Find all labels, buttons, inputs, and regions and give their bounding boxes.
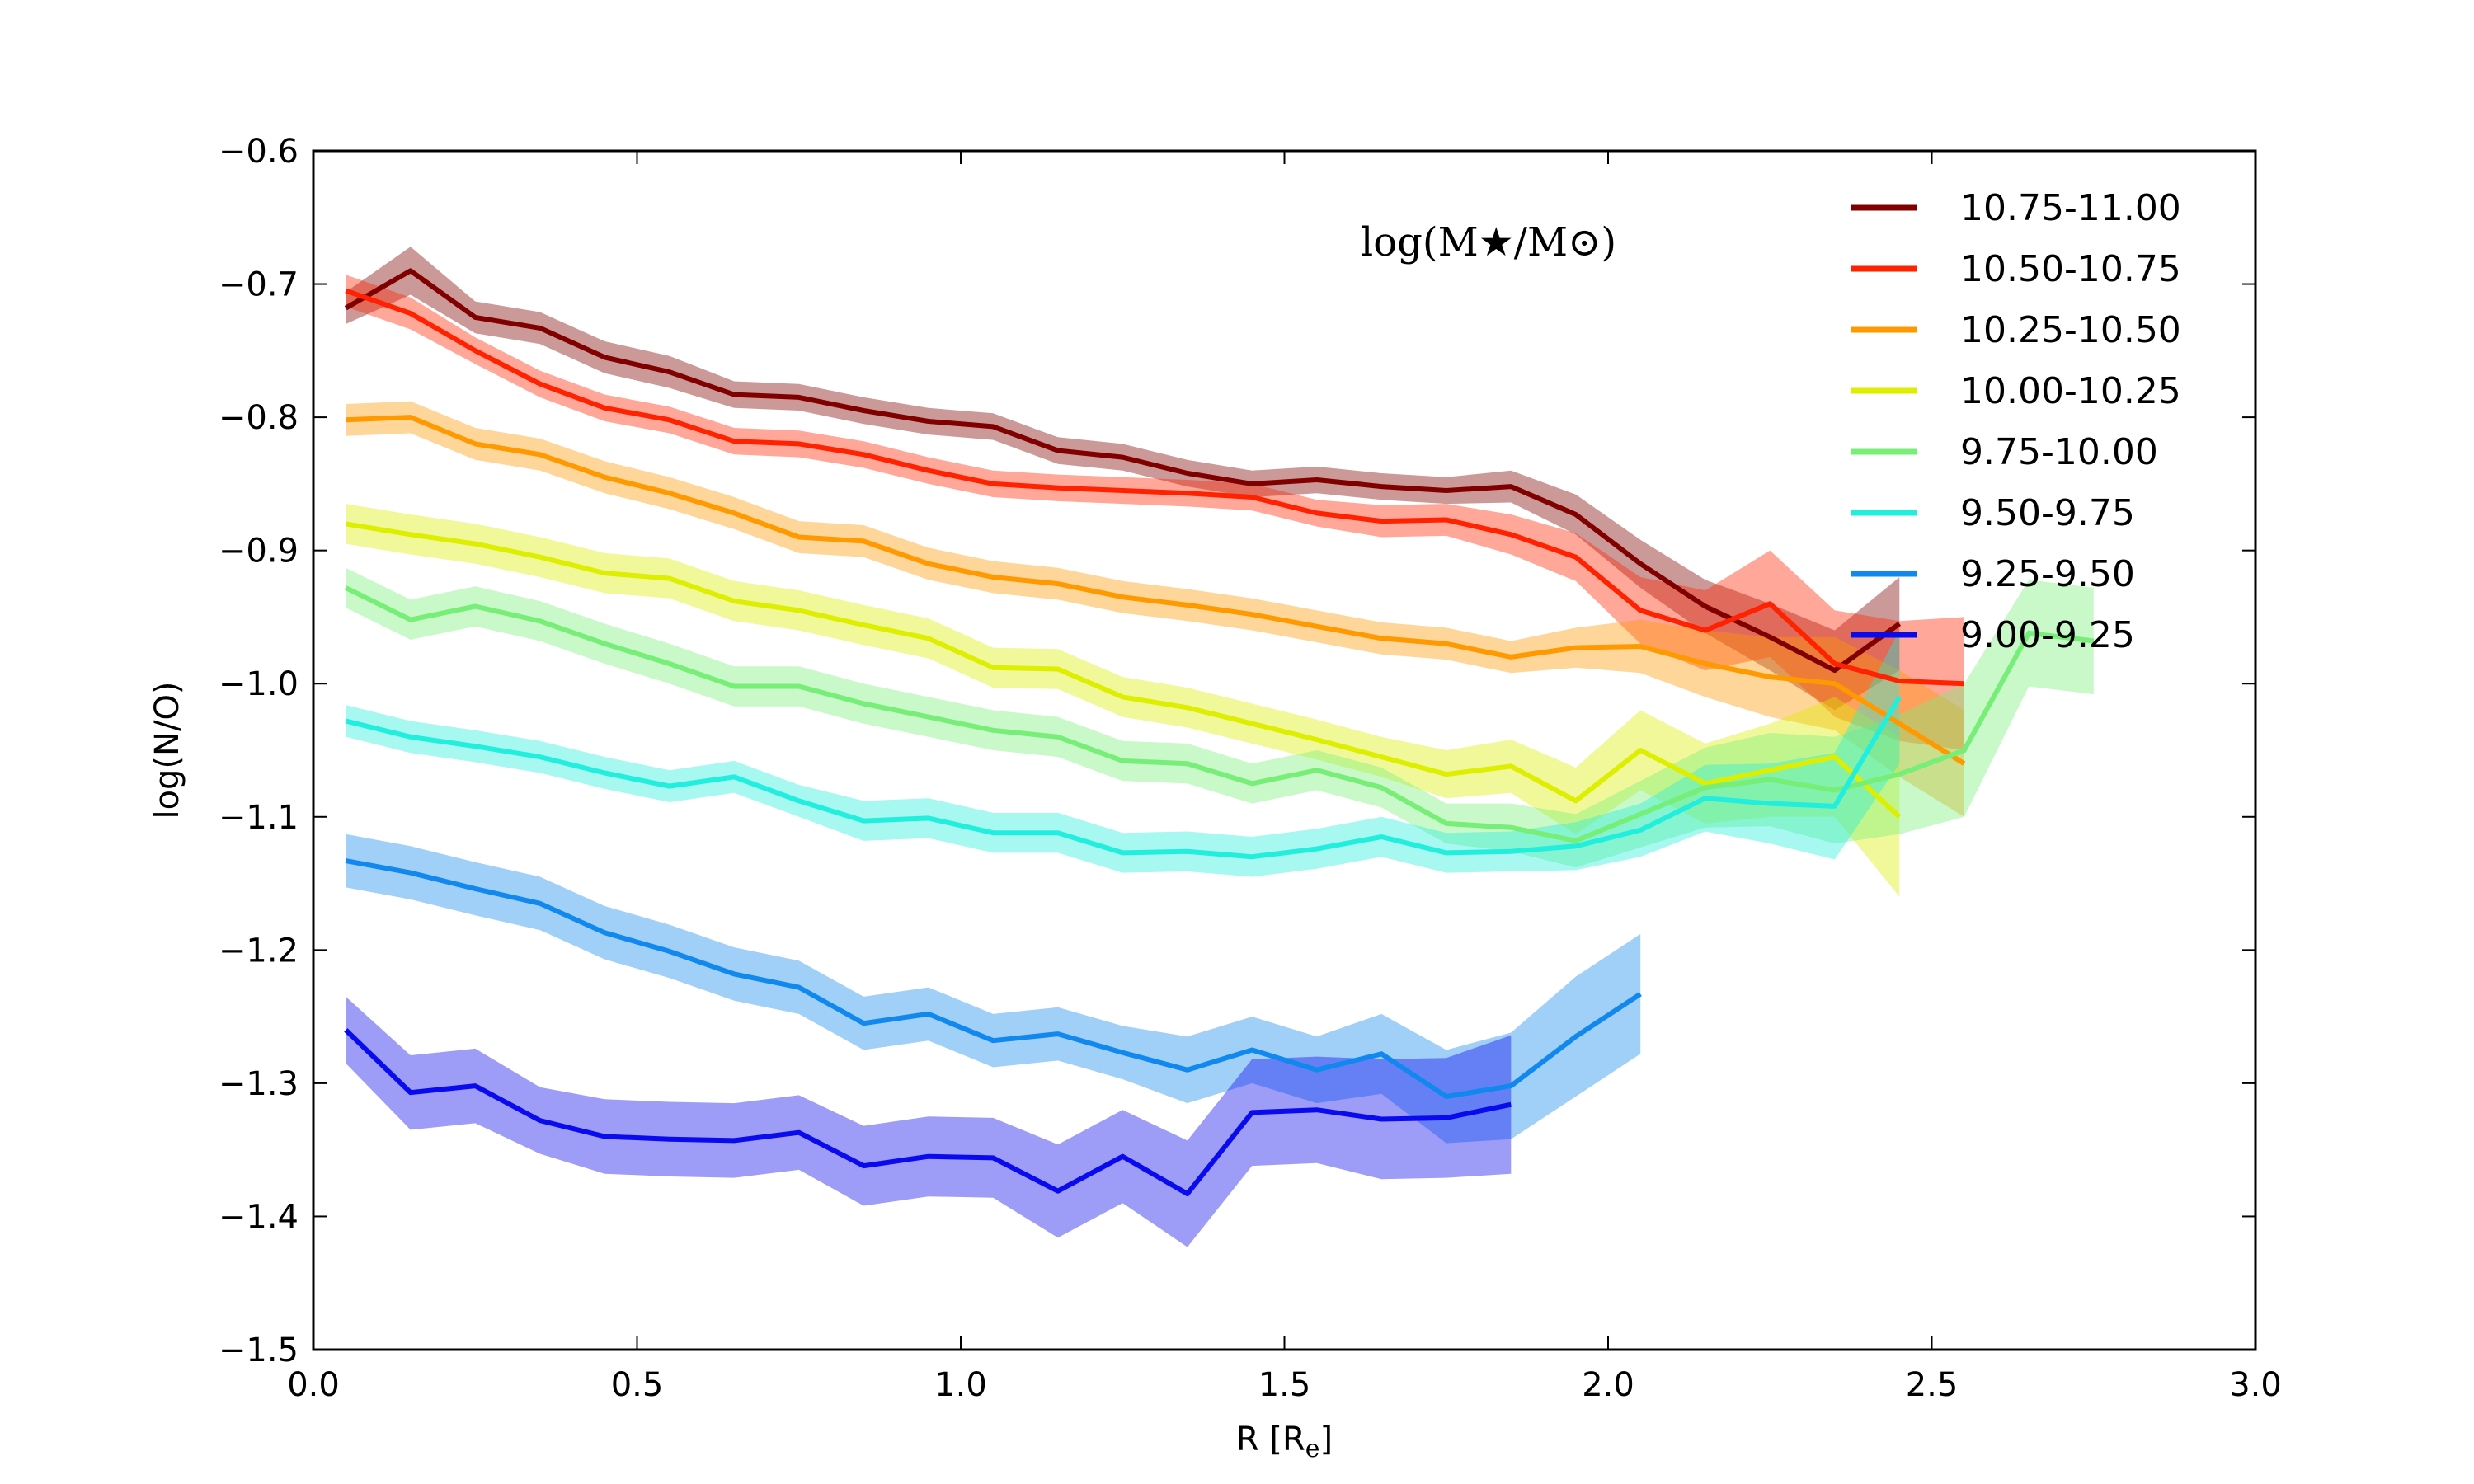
y-tick-label: −0.6	[219, 133, 299, 171]
x-tick-label: 1.5	[1258, 1366, 1311, 1404]
series-line-10.00-10.25	[345, 521, 1902, 819]
x-tick-label: 2.5	[1906, 1366, 1959, 1404]
legend-label-9.25-9.50: 9.25-9.50	[1960, 553, 2135, 595]
legend: 10.75-11.00 10.50-10.75 10.25-10.50 10.00-1…	[1851, 187, 2181, 656]
legend-label-9.75-10.00: 9.75-10.00	[1960, 431, 2158, 473]
x-tick-label: 0.0	[287, 1366, 340, 1404]
legend-label-10.50-10.75: 10.50-10.75	[1960, 248, 2181, 290]
axes: 0.0 0.5 1.0 1.5 2.0 2.5 3.0 −1.5 −1.4 −1.3 −1.2 −1.…	[219, 133, 2282, 1404]
series-line-10.50-10.75	[345, 288, 1964, 687]
legend-label-10.75-11.00: 10.75-11.00	[1960, 187, 2181, 229]
series-line-9.50-9.75	[345, 695, 1902, 860]
series-line-10.25-10.50	[346, 415, 1966, 766]
legend-label-10.25-10.50: 10.25-10.50	[1960, 309, 2181, 351]
legend-label-9.00-9.25: 9.00-9.25	[1960, 614, 2135, 656]
legend-label-10.00-10.25: 10.00-10.25	[1960, 370, 2181, 412]
error-band-9.75-10.00	[346, 567, 2094, 868]
x-axis-label: R [Re]	[1236, 1421, 1333, 1463]
series-line-9.75-10.00	[344, 585, 2095, 843]
series-line-9.00-9.25	[344, 1028, 1512, 1196]
series-line-9.25-9.50	[345, 858, 1642, 1099]
y-tick-label: −0.7	[219, 266, 299, 304]
x-tick-label: 2.0	[1582, 1366, 1634, 1404]
y-tick-label: −1.0	[219, 665, 299, 703]
y-tick-label: −1.1	[219, 799, 299, 837]
x-tick-label: 1.0	[934, 1366, 987, 1404]
y-tick-label: −1.2	[219, 932, 299, 970]
y-tick-label: −1.5	[219, 1331, 299, 1369]
x-tick-label: 3.0	[2229, 1366, 2282, 1404]
y-tick-label: −1.4	[219, 1198, 299, 1236]
series-line-10.75-11.00	[344, 268, 1902, 674]
error-band-9.25-9.50	[346, 834, 1641, 1144]
legend-title: log(M★/M⊙)	[1361, 219, 1616, 265]
y-tick-label: −0.9	[219, 533, 299, 571]
y-tick-label: −1.3	[219, 1065, 299, 1103]
y-axis-label: log(N/O)	[148, 681, 186, 819]
series-lines	[344, 268, 2095, 1196]
error-band-10.25-10.50	[346, 401, 1964, 817]
legend-label-9.50-9.75: 9.50-9.75	[1960, 492, 2135, 534]
x-tick-label: 0.5	[611, 1366, 664, 1404]
error-band-9.00-9.25	[346, 996, 1512, 1247]
y-tick-label: −0.8	[219, 399, 299, 437]
